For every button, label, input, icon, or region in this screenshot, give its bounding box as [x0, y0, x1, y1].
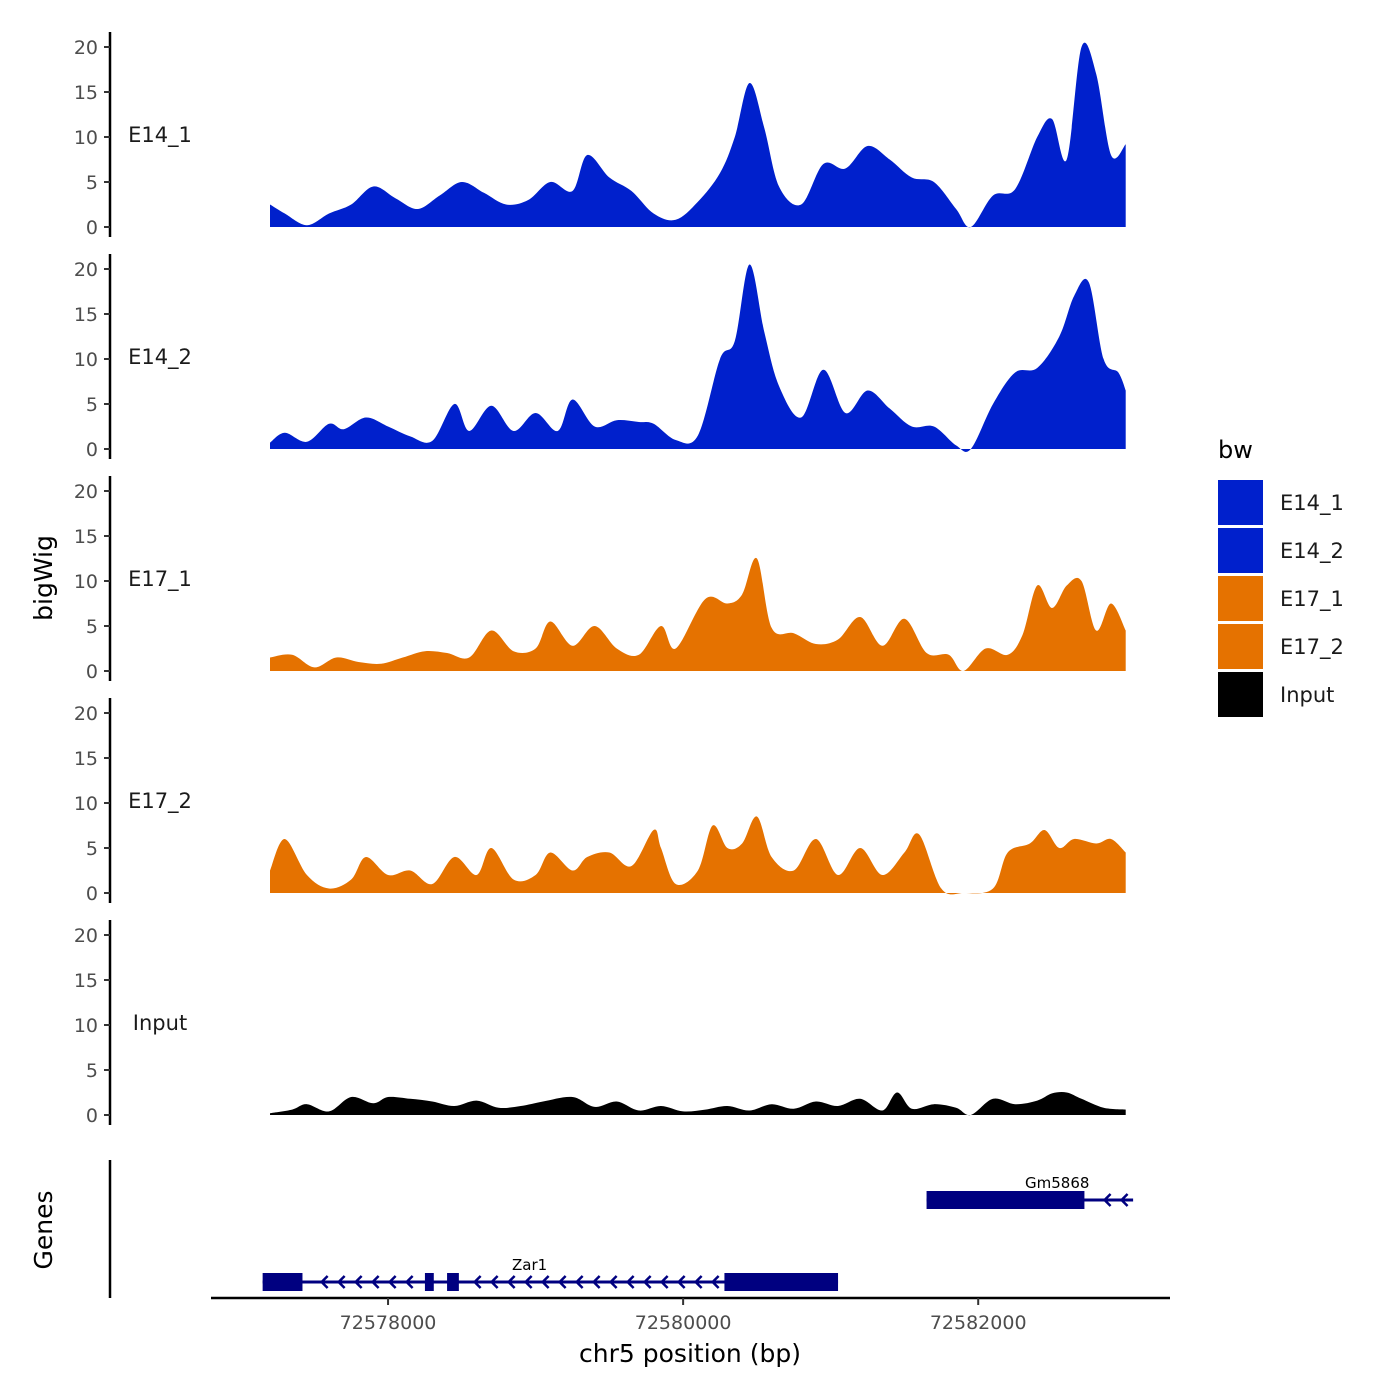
- strand-arrow: [710, 1275, 720, 1289]
- strand-arrow: [336, 1275, 346, 1289]
- track-panel-E14_1: 0 5 10 15 20 E14_1: [74, 32, 1126, 239]
- legend-key-E14_1: [1218, 480, 1263, 525]
- strand-arrow: [659, 1275, 669, 1289]
- legend-label-E17_1: E17_1: [1280, 587, 1344, 612]
- gene-Gm5868: Gm5868: [926, 1174, 1134, 1209]
- y-tick-label: 20: [74, 259, 98, 281]
- gene-track: Zar1 Gm5868: [108, 1160, 1134, 1298]
- strand-arrow: [1119, 1193, 1129, 1207]
- y-tick-label: 10: [74, 349, 98, 371]
- y-tick-label: 15: [74, 970, 98, 992]
- legend-key-E14_2: [1218, 528, 1263, 573]
- y-tick-label: 5: [86, 172, 98, 194]
- strand-arrow: [574, 1275, 584, 1289]
- legend-key-Input: [1218, 672, 1263, 717]
- y-tick-label: 10: [74, 1015, 98, 1037]
- area-E17_2: [270, 816, 1126, 895]
- y-tick-label: 20: [74, 37, 98, 59]
- y-tick-label: 20: [74, 703, 98, 725]
- x-tick-label: 72582000: [930, 1312, 1027, 1334]
- gene-label: Gm5868: [1025, 1174, 1089, 1192]
- strand-arrow: [591, 1275, 601, 1289]
- y-tick-label: 5: [86, 394, 98, 416]
- y-tick-label: 10: [74, 793, 98, 815]
- y-tick-label: 0: [86, 883, 98, 905]
- exon: [926, 1191, 1085, 1209]
- genes-axis-title: Genes: [29, 1190, 58, 1269]
- gene-Zar1: Zar1: [262, 1256, 839, 1291]
- y-tick-label: 0: [86, 439, 98, 461]
- legend-label-E14_1: E14_1: [1280, 491, 1344, 516]
- signal-tracks: 05101520E14_105101520E14_205101520E17_10…: [74, 32, 1126, 1127]
- strand-arrow: [693, 1275, 703, 1289]
- strand-arrow: [676, 1275, 686, 1289]
- legend-key-E17_2: [1218, 624, 1263, 669]
- exon: [724, 1273, 839, 1291]
- y-axis-title: bigWig: [29, 535, 58, 621]
- strand-arrow: [608, 1275, 618, 1289]
- legend: bw E14_1 E14_2 E17_1 E17_2 Input: [1218, 436, 1344, 717]
- legend-key-E17_1: [1218, 576, 1263, 621]
- track-label-E17_1: E17_1: [128, 567, 192, 592]
- track-panel-Input: 0 5 10 15 20 Input: [74, 920, 1126, 1127]
- track-panel-E14_2: 0 5 10 15 20 E14_2: [74, 254, 1126, 461]
- strand-arrow: [472, 1275, 482, 1289]
- strand-arrow: [523, 1275, 533, 1289]
- track-label-E14_1: E14_1: [128, 123, 192, 148]
- legend-label-E14_2: E14_2: [1280, 539, 1344, 564]
- y-tick-label: 5: [86, 1060, 98, 1082]
- y-tick-label: 0: [86, 217, 98, 239]
- legend-label-E17_2: E17_2: [1280, 635, 1344, 660]
- strand-arrow: [370, 1275, 380, 1289]
- strand-arrow: [489, 1275, 499, 1289]
- y-tick-label: 5: [86, 838, 98, 860]
- y-tick-label: 10: [74, 127, 98, 149]
- legend-title: bw: [1218, 436, 1253, 464]
- strand-arrow: [353, 1275, 363, 1289]
- strand-arrow: [1102, 1193, 1112, 1207]
- area-E14_2: [270, 264, 1126, 452]
- strand-arrow: [625, 1275, 635, 1289]
- track-label-E14_2: E14_2: [128, 345, 192, 370]
- area-Input: [270, 1092, 1126, 1116]
- y-tick-label: 20: [74, 925, 98, 947]
- legend-label-Input: Input: [1280, 683, 1334, 707]
- x-axis-title: chr5 position (bp): [579, 1339, 801, 1368]
- strand-arrow: [404, 1275, 414, 1289]
- y-tick-label: 15: [74, 304, 98, 326]
- track-label-Input: Input: [133, 1011, 187, 1035]
- exon: [262, 1273, 303, 1291]
- y-tick-label: 0: [86, 1105, 98, 1127]
- exon: [424, 1273, 434, 1291]
- strand-arrow: [319, 1275, 329, 1289]
- y-tick-label: 15: [74, 748, 98, 770]
- track-panel-E17_1: 0 5 10 15 20 E17_1: [74, 476, 1126, 683]
- strand-arrow: [557, 1275, 567, 1289]
- strand-arrow: [387, 1275, 397, 1289]
- y-tick-label: 15: [74, 82, 98, 104]
- y-tick-label: 20: [74, 481, 98, 503]
- gene-label: Zar1: [512, 1256, 547, 1274]
- y-tick-label: 10: [74, 571, 98, 593]
- strand-arrow: [642, 1275, 652, 1289]
- strand-arrow: [506, 1275, 516, 1289]
- track-label-E17_2: E17_2: [128, 789, 192, 814]
- x-tick-label: 72580000: [635, 1312, 732, 1334]
- exon: [447, 1273, 459, 1291]
- y-tick-label: 15: [74, 526, 98, 548]
- y-tick-label: 0: [86, 661, 98, 683]
- strand-arrow: [540, 1275, 550, 1289]
- x-tick-label: 72578000: [340, 1312, 437, 1334]
- area-E14_1: [270, 42, 1126, 228]
- area-E17_1: [270, 557, 1126, 672]
- x-axis: 72578000 72580000 72582000: [211, 1296, 1170, 1334]
- track-panel-E17_2: 0 5 10 15 20 E17_2: [74, 698, 1126, 905]
- y-tick-label: 5: [86, 616, 98, 638]
